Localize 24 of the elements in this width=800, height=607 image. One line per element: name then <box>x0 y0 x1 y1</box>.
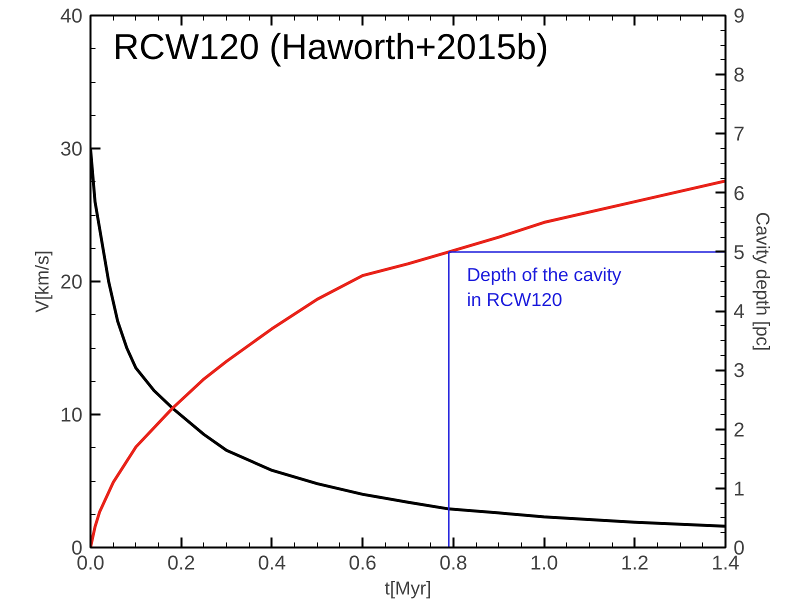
y2-tick-label: 6 <box>734 182 745 205</box>
x-tick-label: 1.2 <box>620 552 649 574</box>
x-tick-label: 0.4 <box>258 552 286 574</box>
y2-tick-label: 4 <box>734 301 745 324</box>
y-tick-label: 10 <box>60 404 83 426</box>
y2-tick-label: 7 <box>734 124 745 146</box>
y2-tick-label: 2 <box>734 419 745 442</box>
chart-title: RCW120 (Haworth+2015b) <box>113 26 548 68</box>
y2-tick-label: 8 <box>734 64 745 87</box>
y-tick-label: 40 <box>60 6 83 28</box>
annotation: Depth of the cavity in RCW120 <box>466 264 622 310</box>
y2-tick-label: 1 <box>734 478 745 500</box>
y2-tick-label: 3 <box>734 360 745 382</box>
y-axis-title: V[km/s] <box>31 250 52 313</box>
y2-tick-label: 5 <box>734 242 745 264</box>
y2-axis-title: Cavity depth [pc] <box>752 212 774 351</box>
x-tick-label: 0.6 <box>348 552 377 574</box>
x-tick-label: 0.2 <box>167 552 196 574</box>
y-tick-label: 30 <box>60 138 83 160</box>
x-axis-title: t[Myr] <box>384 578 432 598</box>
y2-tick-label: 9 <box>734 6 745 28</box>
x-tick-label: 0.8 <box>439 552 468 574</box>
x-tick-label: 1.0 <box>530 552 558 574</box>
y-tick-label: 20 <box>60 272 83 294</box>
